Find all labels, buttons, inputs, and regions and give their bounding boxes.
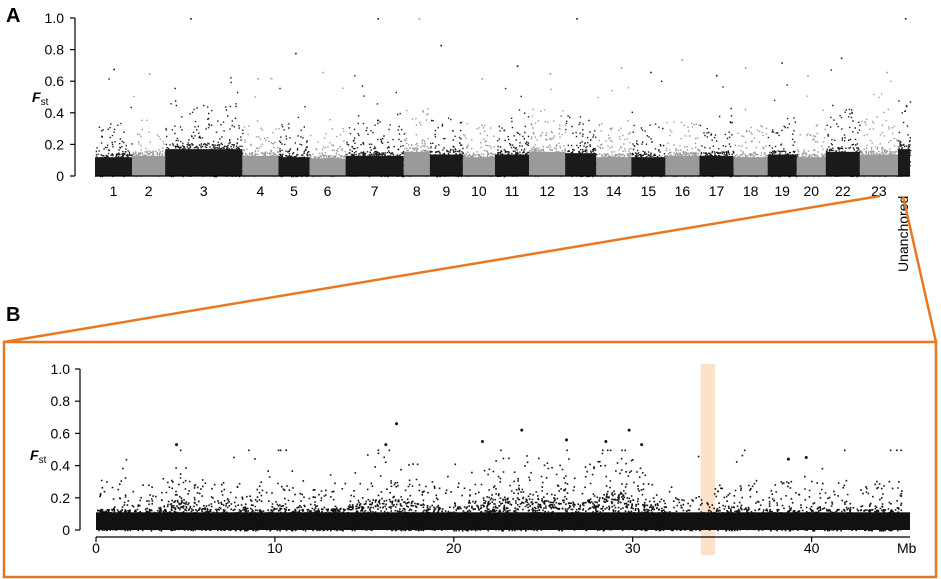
panel-b-label: B <box>6 304 20 326</box>
panel-b-x-tick-label: 40 <box>804 540 820 556</box>
panel-a-segment-points <box>665 59 701 178</box>
panel-b-x-axis: 0 10 20 30 40 <box>92 536 910 556</box>
panel-a-x-tick-label: 13 <box>573 183 589 199</box>
zoom-connector-left <box>3 194 881 344</box>
panel-a-x-tick-label: 11 <box>505 183 520 199</box>
panel-b-x-unit: Mb <box>897 540 917 556</box>
panel-a-y-axis-title: Fst <box>32 89 49 108</box>
panel-a-segment-points <box>631 71 667 178</box>
panel-b-peak-point <box>604 439 608 443</box>
panel-a-segment-points <box>859 71 899 178</box>
panel-a-y-axis: 0 0.2 0.4 0.6 0.8 1.0 <box>45 10 76 184</box>
panel-b-y-tick-label: 0 <box>62 522 70 538</box>
panel-a-x-tick-label: 17 <box>709 183 725 199</box>
panel-a-x-tick-label: 6 <box>324 183 332 199</box>
panel-a-label: A <box>6 5 20 27</box>
panel-b-y-tick-label: 0.6 <box>51 425 71 441</box>
panel-b-peak-point <box>804 456 808 460</box>
panel-a-y-tick-label: 0 <box>56 168 64 184</box>
panel-a-x-labels: 1 2 3 4 5 6 7 8 9 10 11 12 13 14 15 16 17 18 19 20 22 23Unanc… <box>110 183 911 272</box>
panel-b-peak-point <box>520 428 524 432</box>
panel-a-y-tick-label: 0.6 <box>45 73 65 89</box>
panel-a-x-tick-label: 1 <box>110 183 118 199</box>
panel-a-x-tick-label: 23 <box>871 183 887 199</box>
panel-a-x-tick-label: 4 <box>257 183 265 199</box>
panel-a-y-tick-label: 1.0 <box>45 10 65 26</box>
panel-b-peak-point <box>627 428 631 432</box>
panel-b-peak-point <box>175 443 179 447</box>
panel-a-y-tick-label: 0.2 <box>45 136 65 152</box>
panel-a-segment-points <box>309 71 347 178</box>
panel-a-x-tick-label: 12 <box>539 183 555 199</box>
panel-a-points <box>95 18 912 178</box>
panel-a-segment-points <box>796 74 828 178</box>
panel-a-segment-points <box>495 65 531 178</box>
panel-b-peak-point <box>565 438 569 442</box>
panel-a-segment-points <box>463 78 497 178</box>
panel-b-peak-point <box>786 457 790 461</box>
panel-b-peak-point <box>395 422 399 426</box>
zoom-connector-right <box>901 195 938 343</box>
panel-a-x-tick-label: 18 <box>743 183 759 199</box>
panel-b-scatter-points <box>96 449 903 532</box>
panel-a-segment-points <box>565 18 598 178</box>
panel-a-segment-points <box>403 18 432 178</box>
panel-a-segment-points <box>733 67 769 178</box>
panel-a-y-tick-label: 0.4 <box>45 105 65 121</box>
panel-b-x-tick-label: 0 <box>92 540 100 556</box>
panel-b-y-title-sub: st <box>39 455 47 466</box>
panel-a-segment-points <box>767 62 798 178</box>
panel-a-x-tick-label: 15 <box>641 183 657 199</box>
panel-b-chart: 0 0.2 0.4 0.6 0.8 1.0 Fst 0 10 20 30 40 Mb <box>30 361 917 556</box>
panel-a-x-tick-label: 8 <box>413 183 421 199</box>
panel-a-x-tick-label: 19 <box>774 183 790 199</box>
panel-a-y-title-main: F <box>32 89 41 105</box>
panel-a-x-tick-label: 14 <box>606 183 622 199</box>
panel-b-y-tick-label: 0.8 <box>51 393 71 409</box>
panel-a-segment-points <box>165 18 244 178</box>
panel-b-y-title-main: F <box>30 447 39 463</box>
panel-a-x-tick-label: 7 <box>371 183 379 199</box>
panel-a-x-tick-label: 9 <box>442 183 450 199</box>
panel-a-segment-points <box>596 67 633 178</box>
panel-b-peak-point <box>640 443 644 447</box>
panel-a-x-tick-label: 5 <box>290 183 298 199</box>
panel-a-x-tick-label: 20 <box>803 183 819 199</box>
panel-b-peak-point <box>480 439 484 443</box>
panel-b-y-tick-label: 0.2 <box>51 490 71 506</box>
panel-a-segment-points <box>529 73 567 178</box>
panel-a-segment-points <box>699 74 735 178</box>
panel-a-x-tick-label: 3 <box>200 183 208 199</box>
panel-a-y-tick-label: 0.8 <box>45 42 65 58</box>
panel-a-x-tick-label: Unanchored <box>895 196 911 272</box>
panel-a-segment-band <box>897 149 910 176</box>
panel-b-x-tick-label: 30 <box>625 540 641 556</box>
panel-b-y-axis: 0 0.2 0.4 0.6 0.8 1.0 <box>51 361 81 538</box>
panel-b-y-tick-label: 1.0 <box>51 361 71 377</box>
panel-a-x-tick-label: 2 <box>145 183 153 199</box>
panel-a-chart: 00.20.40.60.81.0 Fst 1 2 3 4 5 6 7 8 9 10 11 12 13 14… <box>32 10 912 272</box>
panel-b-peak-point <box>384 443 388 447</box>
panel-b-x-tick-label: 10 <box>267 540 283 556</box>
panel-a-x-tick-label: 22 <box>835 183 851 199</box>
panel-a-segment-band <box>859 154 898 176</box>
panel-a-x-tick-label: 16 <box>675 183 691 199</box>
panel-b-y-tick-label: 0.4 <box>51 458 71 474</box>
panel-a-segment-points <box>278 52 311 178</box>
panel-b-highlight-region <box>700 364 715 555</box>
panel-b-frame <box>2 340 938 579</box>
panel-a-segment-points <box>132 73 167 178</box>
panel-a-segment-points <box>346 18 405 178</box>
panel-b-points <box>96 422 910 532</box>
panel-b-y-axis-title: Fst <box>30 447 47 466</box>
panel-a-segment-points <box>429 44 465 178</box>
panel-a-x-tick-label: 10 <box>471 183 487 199</box>
panel-a-segment-points <box>95 68 134 178</box>
panel-a-segment-points <box>242 78 280 178</box>
panel-a-y-title-sub: st <box>41 97 49 108</box>
panel-b-x-tick-label: 20 <box>446 540 462 556</box>
